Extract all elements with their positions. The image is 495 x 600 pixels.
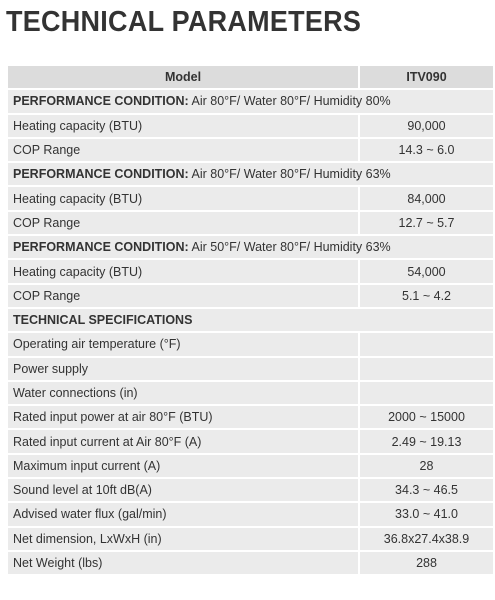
parameter-value: 5.1 ~ 4.2 [360, 284, 493, 307]
parameter-value: 54,000 [360, 260, 493, 283]
data-row: Sound level at 10ft dB(A) 34.3 ~ 46.5 [8, 479, 493, 502]
parameter-name: Advised water flux (gal/min) [8, 503, 358, 526]
parameter-value [360, 333, 493, 356]
parameter-name: COP Range [8, 138, 358, 162]
data-row: Water connections (in) [8, 381, 493, 405]
section-label: PERFORMANCE CONDITION: [13, 167, 189, 182]
section-cell: PERFORMANCE CONDITION: Air 80°F/ Water 8… [8, 90, 493, 113]
header-row: Model ITV090 [8, 66, 493, 89]
section-condition: Air 80°F/ Water 80°F/ Humidity 80% [191, 94, 391, 109]
parameter-value [360, 357, 493, 380]
parameter-value: 2.49 ~ 19.13 [360, 430, 493, 453]
data-row: Operating air temperature (°F) [8, 333, 493, 356]
section-row: TECHNICAL SPECIFICATIONS [8, 308, 493, 332]
parameter-name: Rated input current at Air 80°F (A) [8, 430, 358, 453]
parameter-name: Power supply [8, 357, 358, 380]
section-condition: Air 50°F/ Water 80°F/ Humidity 63% [191, 240, 391, 255]
section-row: PERFORMANCE CONDITION: Air 50°F/ Water 8… [8, 236, 493, 259]
data-row: Net dimension, LxWxH (in) 36.8x27.4x38.9 [8, 527, 493, 550]
column-header: ITV090 [360, 66, 493, 89]
parameter-value: 14.3 ~ 6.0 [360, 138, 493, 162]
parameter-name: Heating capacity (BTU) [8, 187, 358, 210]
section-label: PERFORMANCE CONDITION: [13, 94, 189, 109]
data-row: COP Range 5.1 ~ 4.2 [8, 284, 493, 307]
parameter-value: 2000 ~ 15000 [360, 406, 493, 429]
data-row: COP Range 14.3 ~ 6.0 [8, 138, 493, 162]
parameter-name: Water connections (in) [8, 381, 358, 405]
data-row: Rated input current at Air 80°F (A) 2.49 … [8, 430, 493, 453]
data-row: Power supply [8, 357, 493, 380]
data-row: Net Weight (lbs) 288 [8, 551, 493, 575]
data-row: Advised water flux (gal/min) 33.0 ~ 41.0 [8, 503, 493, 526]
page-title: TECHNICAL PARAMETERS [6, 6, 362, 38]
parameter-name: COP Range [8, 211, 358, 235]
data-row: Heating capacity (BTU) 90,000 [8, 114, 493, 137]
column-header: Model [8, 66, 358, 89]
parameter-value: 36.8x27.4x38.9 [360, 527, 493, 550]
data-row: Heating capacity (BTU) 54,000 [8, 260, 493, 283]
parameter-name: COP Range [8, 284, 358, 307]
section-row: PERFORMANCE CONDITION: Air 80°F/ Water 8… [8, 163, 493, 186]
data-row: Heating capacity (BTU) 84,000 [8, 187, 493, 210]
section-label: TECHNICAL SPECIFICATIONS [13, 313, 193, 328]
parameter-name: Rated input power at air 80°F (BTU) [8, 406, 358, 429]
parameter-name: Heating capacity (BTU) [8, 260, 358, 283]
parameter-name: Heating capacity (BTU) [8, 114, 358, 137]
parameter-value: 34.3 ~ 46.5 [360, 479, 493, 502]
parameter-value: 33.0 ~ 41.0 [360, 503, 493, 526]
section-label: PERFORMANCE CONDITION: [13, 240, 189, 255]
parameter-name: Operating air temperature (°F) [8, 333, 358, 356]
parameter-name: Maximum input current (A) [8, 454, 358, 478]
parameter-value: 12.7 ~ 5.7 [360, 211, 493, 235]
data-row: Maximum input current (A) 28 [8, 454, 493, 478]
section-row: PERFORMANCE CONDITION: Air 80°F/ Water 8… [8, 90, 493, 113]
parameter-name: Sound level at 10ft dB(A) [8, 479, 358, 502]
parameter-value: 90,000 [360, 114, 493, 137]
parameters-table: Model ITV090 PERFORMANCE CONDITION: Air … [6, 64, 495, 576]
parameter-name: Net dimension, LxWxH (in) [8, 527, 358, 550]
parameter-value: 84,000 [360, 187, 493, 210]
parameter-value: 28 [360, 454, 493, 478]
data-row: COP Range 12.7 ~ 5.7 [8, 211, 493, 235]
parameter-value: 288 [360, 551, 493, 575]
parameter-name: Net Weight (lbs) [8, 551, 358, 575]
data-row: Rated input power at air 80°F (BTU) 2000 … [8, 406, 493, 429]
section-cell: PERFORMANCE CONDITION: Air 50°F/ Water 8… [8, 236, 493, 259]
section-condition: Air 80°F/ Water 80°F/ Humidity 63% [191, 167, 391, 182]
table-body: PERFORMANCE CONDITION: Air 80°F/ Water 8… [8, 90, 493, 575]
section-cell: TECHNICAL SPECIFICATIONS [8, 308, 493, 332]
section-cell: PERFORMANCE CONDITION: Air 80°F/ Water 8… [8, 163, 493, 186]
parameter-value [360, 381, 493, 405]
